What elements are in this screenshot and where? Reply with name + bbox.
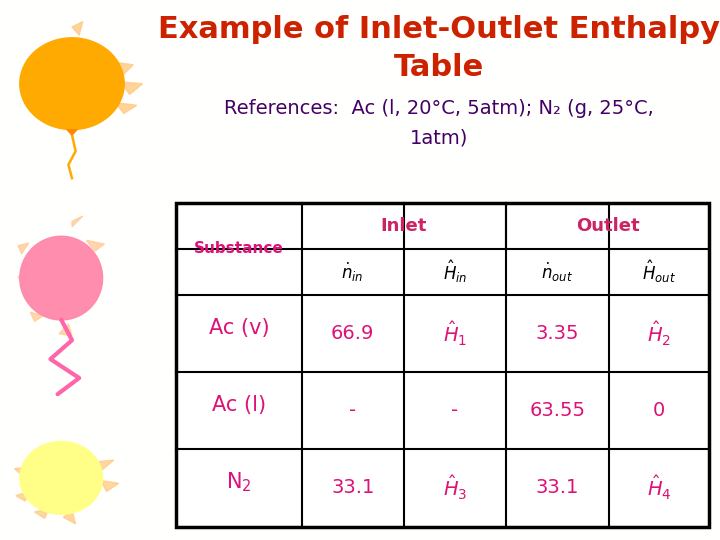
Polygon shape: [121, 82, 143, 94]
Polygon shape: [16, 491, 29, 501]
Bar: [302, 202, 506, 249]
Text: $\hat{H}_4$: $\hat{H}_4$: [647, 474, 671, 502]
Polygon shape: [86, 240, 104, 251]
Text: $\hat{H}_2$: $\hat{H}_2$: [647, 319, 671, 348]
Polygon shape: [101, 481, 119, 491]
Bar: [506, 202, 709, 249]
Text: 33.1: 33.1: [331, 478, 374, 497]
Text: 3.35: 3.35: [536, 324, 579, 343]
Polygon shape: [67, 130, 77, 135]
Text: $\hat{H}_{out}$: $\hat{H}_{out}$: [642, 259, 676, 286]
Polygon shape: [18, 275, 29, 285]
Polygon shape: [59, 324, 72, 336]
Text: Table: Table: [394, 53, 485, 82]
Polygon shape: [72, 216, 83, 227]
Polygon shape: [18, 243, 29, 254]
Text: Ac (v): Ac (v): [209, 318, 269, 338]
Text: $\hat{H}_1$: $\hat{H}_1$: [443, 319, 467, 348]
Polygon shape: [97, 460, 114, 470]
Ellipse shape: [20, 442, 102, 514]
Polygon shape: [14, 467, 27, 476]
Bar: [176, 202, 709, 526]
Ellipse shape: [20, 237, 102, 320]
Polygon shape: [40, 43, 54, 54]
Text: Outlet: Outlet: [576, 217, 639, 235]
Text: $\dot{n}_{out}$: $\dot{n}_{out}$: [541, 261, 573, 284]
Text: 1atm): 1atm): [410, 128, 469, 147]
Text: 33.1: 33.1: [536, 478, 579, 497]
Text: -: -: [451, 401, 459, 420]
Polygon shape: [30, 312, 43, 321]
Ellipse shape: [20, 38, 124, 130]
Text: References:  Ac (l, 20°C, 5atm); N₂ (g, 25°C,: References: Ac (l, 20°C, 5atm); N₂ (g, 2…: [225, 98, 654, 118]
Text: -: -: [349, 401, 356, 420]
Text: $\dot{n}_{in}$: $\dot{n}_{in}$: [341, 261, 364, 284]
Polygon shape: [115, 103, 137, 113]
Text: 0: 0: [653, 401, 665, 420]
Text: Substance: Substance: [194, 241, 284, 256]
Text: N$_2$: N$_2$: [226, 470, 252, 494]
Text: Ac (l): Ac (l): [212, 395, 266, 415]
Polygon shape: [22, 81, 35, 92]
Text: $\hat{H}_{in}$: $\hat{H}_{in}$: [443, 259, 467, 286]
Text: Example of Inlet-Outlet Enthalpy: Example of Inlet-Outlet Enthalpy: [158, 15, 720, 44]
Text: $\hat{H}_3$: $\hat{H}_3$: [443, 474, 467, 502]
Bar: [176, 202, 709, 526]
Polygon shape: [35, 509, 49, 518]
Polygon shape: [63, 510, 76, 524]
Polygon shape: [29, 103, 42, 113]
Text: 63.55: 63.55: [529, 401, 585, 420]
Polygon shape: [72, 22, 83, 35]
Text: Inlet: Inlet: [381, 217, 427, 235]
Polygon shape: [114, 62, 133, 76]
Text: 66.9: 66.9: [331, 324, 374, 343]
